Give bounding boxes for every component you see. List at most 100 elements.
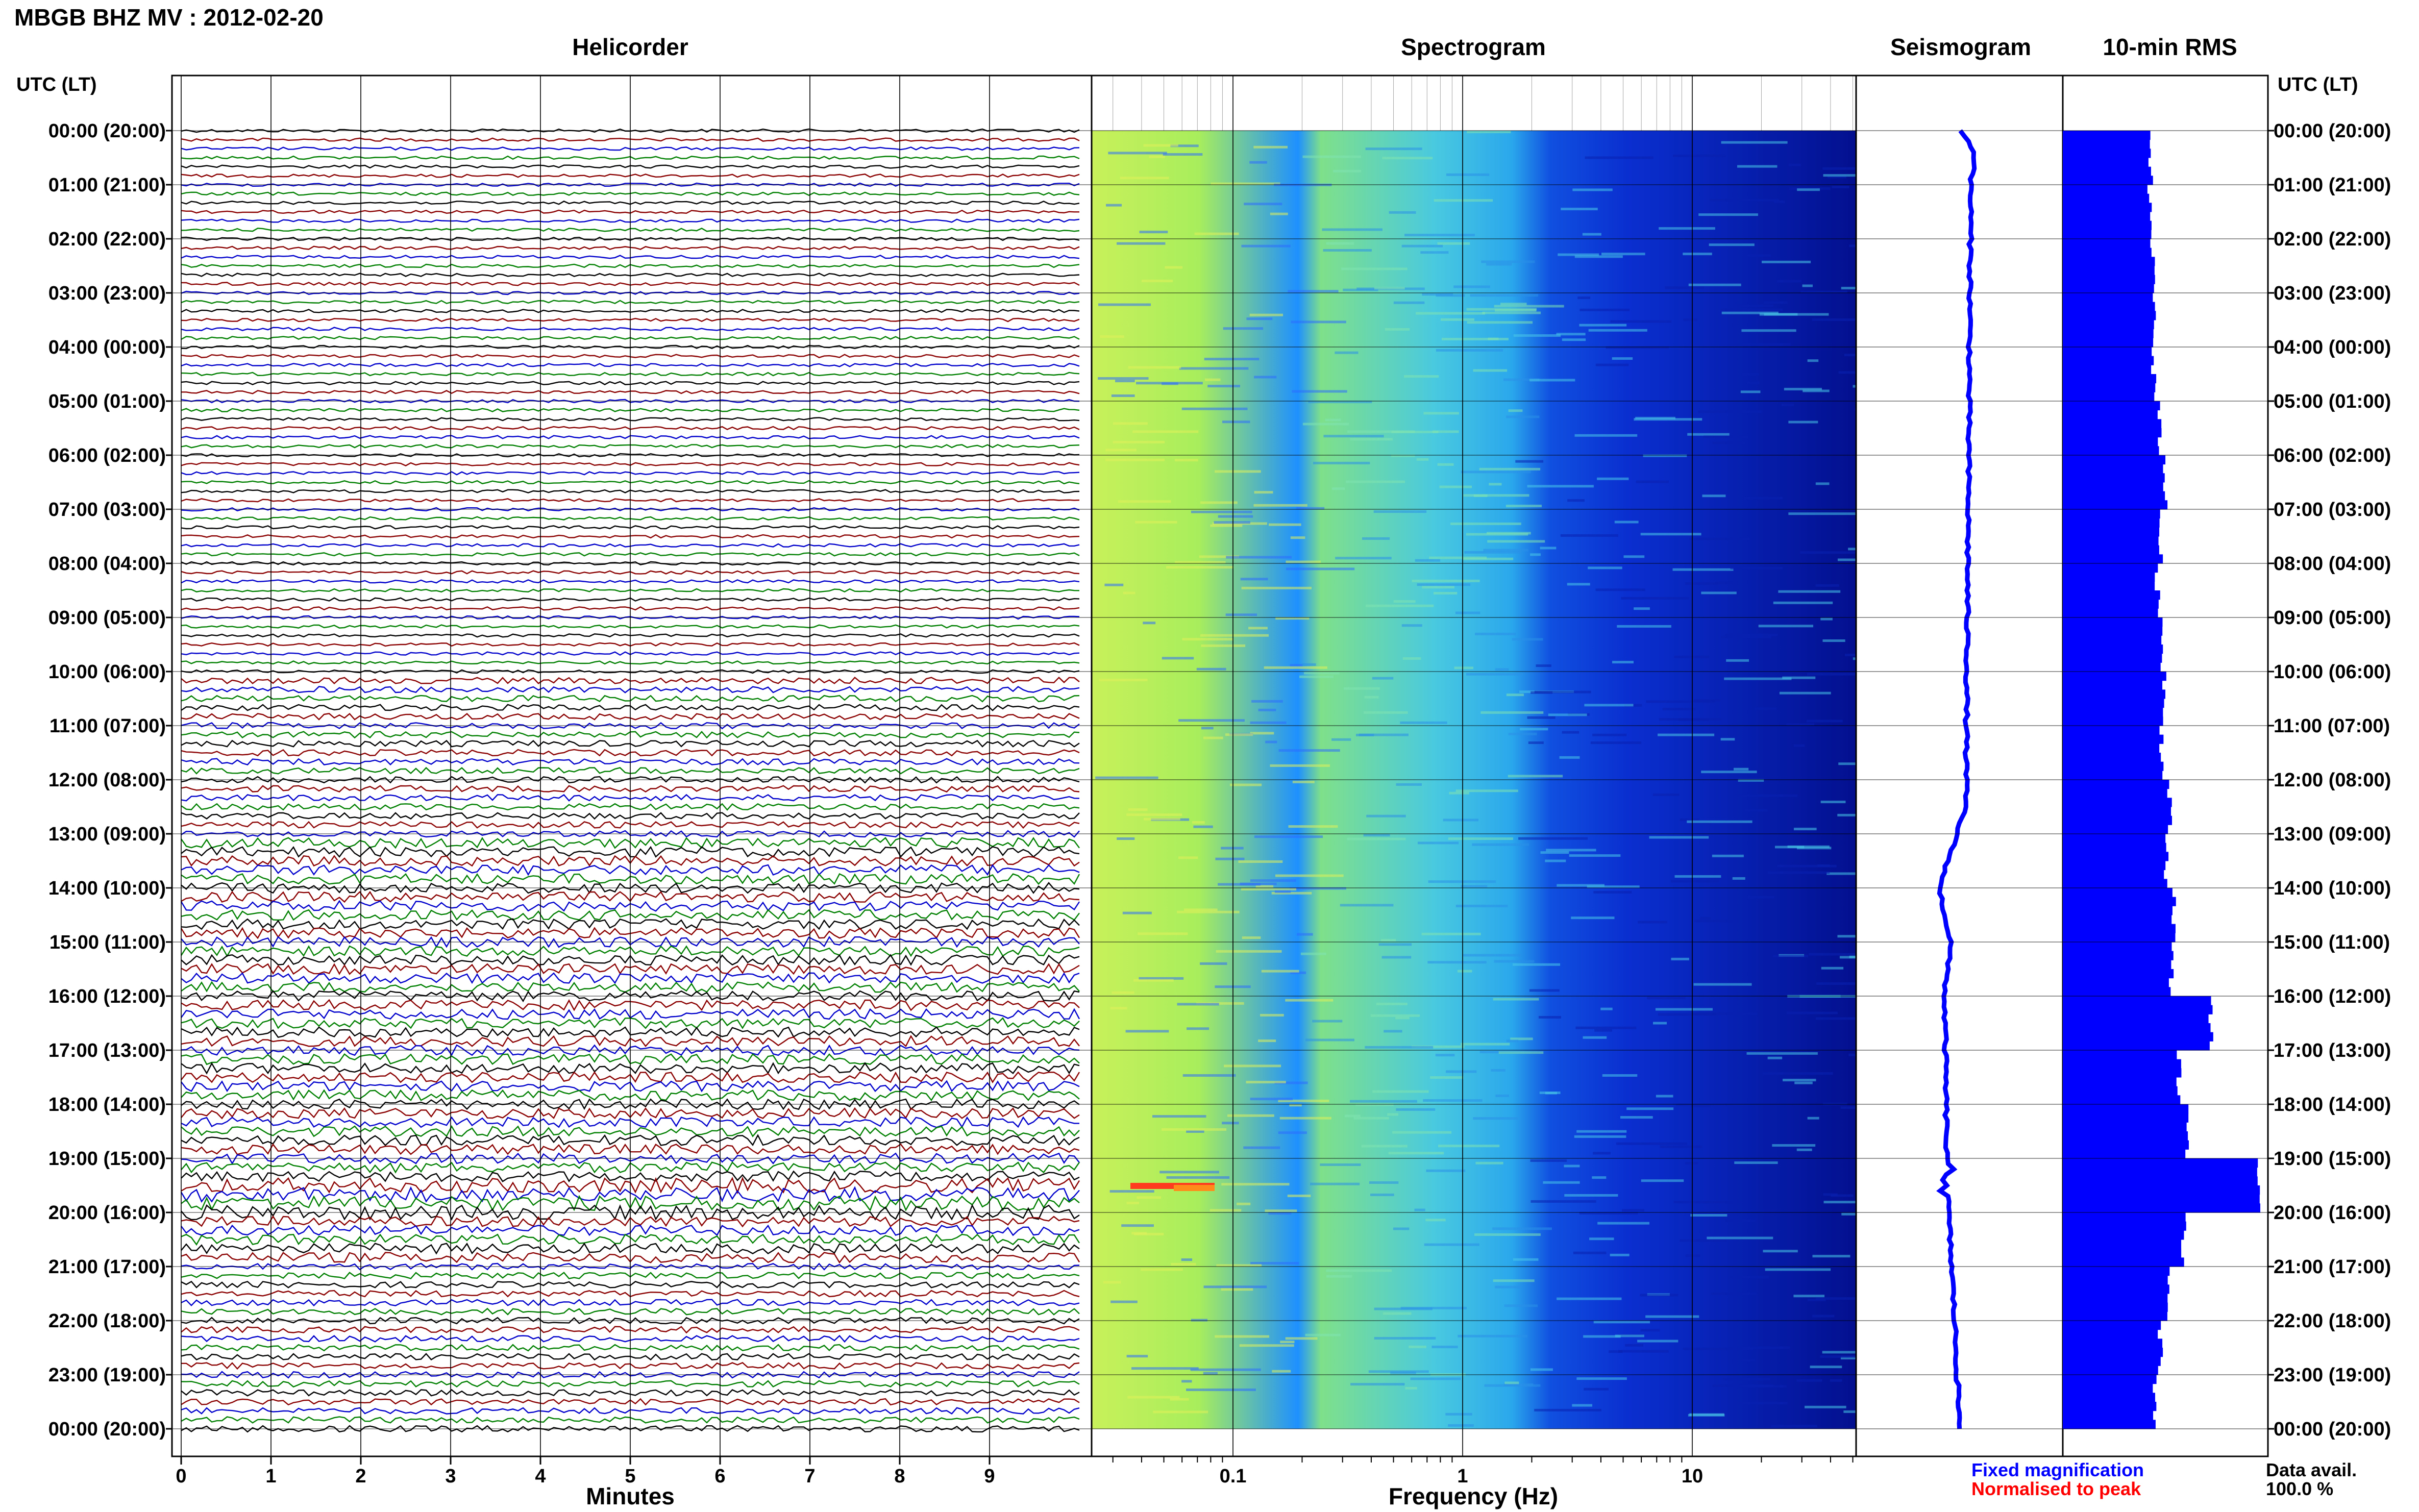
spectrogram-cell: [1411, 1045, 1465, 1048]
spectrogram-cell: [1670, 880, 1719, 883]
rms-bar: [2063, 753, 2161, 762]
rms-bar: [2063, 500, 2168, 510]
spectrogram-cell: [1637, 1340, 1679, 1343]
time-label: 05:00 (01:00): [48, 391, 166, 412]
rms-bar: [2063, 1104, 2189, 1114]
rms-bar: [2063, 1041, 2210, 1051]
spectrogram-cell: [1797, 847, 1832, 850]
spectrogram-cell: [1711, 1292, 1757, 1295]
spectrogram-cell: [1746, 1052, 1818, 1055]
spectrogram-cell: [1288, 290, 1339, 293]
spectrogram-cell: [1222, 420, 1250, 424]
spectrogram-cell: [1395, 1017, 1410, 1020]
spectrogram-cell: [1771, 1424, 1817, 1427]
spectrogram-cell: [1698, 213, 1758, 216]
time-label: 05:00 (01:00): [2274, 391, 2391, 412]
minute-tick-label: 5: [625, 1466, 635, 1487]
spectrogram-cell: [1450, 522, 1521, 525]
spectrogram-cell: [1690, 1213, 1727, 1217]
spectrogram-cell: [1583, 1036, 1607, 1039]
spectrogram-cell: [1576, 1377, 1627, 1380]
spectrogram-cell: [1393, 1227, 1410, 1230]
spectrogram-cell: [1098, 377, 1149, 380]
spectrogram-cell: [1341, 267, 1408, 270]
spectrogram-cell: [1400, 721, 1447, 724]
spectrogram-cell: [1412, 579, 1480, 582]
spectrogram-cell: [1271, 891, 1312, 895]
spectrogram-cell: [1455, 611, 1480, 614]
spectrogram-cell: [1421, 932, 1481, 935]
time-label: 00:00 (20:00): [48, 1419, 166, 1440]
spectrogram-cell: [1843, 1410, 1856, 1413]
spectrogram-cell: [1584, 1387, 1609, 1391]
spectrogram-cell: [1807, 720, 1843, 723]
rms-bar: [2063, 1212, 2186, 1222]
spectrogram-cell: [1763, 1072, 1833, 1075]
spectrogram-cell: [1177, 1003, 1219, 1006]
spectrogram-cell: [1786, 723, 1815, 726]
spectrogram-cell: [1105, 458, 1165, 461]
rms-bar: [2063, 1005, 2213, 1014]
spectrogram-cell: [1110, 1007, 1127, 1010]
spectrogram-cell: [1103, 1281, 1121, 1284]
spectrogram-cell: [1454, 666, 1473, 670]
spectrogram-cell: [1268, 1212, 1292, 1215]
spectrogram-cell: [1210, 1209, 1242, 1212]
spectrogram-cell: [1143, 622, 1156, 625]
rms-bar: [2063, 392, 2155, 402]
rms-bar: [2063, 960, 2171, 970]
spectrogram-cell: [1659, 718, 1722, 721]
spectrogram-cell: [1365, 1046, 1434, 1049]
spectrogram-cell: [1474, 1233, 1541, 1236]
spectrogram-cell: [1126, 1201, 1140, 1204]
spectrogram-cell: [1428, 880, 1496, 883]
rms-bar: [2063, 527, 2160, 537]
spectrogram-cell: [1480, 711, 1544, 714]
rms-bar: [2063, 230, 2152, 239]
rms-bar: [2063, 726, 2160, 735]
spectrogram-cell: [1291, 320, 1346, 324]
time-axis-label-right: UTC (LT): [2278, 74, 2358, 95]
spectrogram-cell: [1110, 1300, 1138, 1303]
spectrogram-cell: [1113, 422, 1148, 425]
spectrogram-cell: [1143, 144, 1178, 147]
spectrogram-cell: [1536, 664, 1551, 667]
spectrogram-cell: [1680, 1239, 1727, 1242]
spectrogram-cell: [1473, 1117, 1518, 1120]
spectrogram-cell: [1640, 1329, 1660, 1332]
spectrogram-cell: [1557, 1297, 1622, 1300]
spectrogram-cell: [1445, 1412, 1472, 1416]
spectrogram-cell: [1744, 497, 1783, 500]
spectrogram-cell: [1463, 954, 1522, 957]
spectrogram-cell: [1361, 1145, 1408, 1148]
rms-bars: [2063, 131, 2261, 1429]
spectrogram-cell: [1383, 1312, 1412, 1315]
spectrogram-cell: [1735, 304, 1774, 307]
spectrogram-cell: [1239, 1344, 1294, 1347]
spectrogram-cell: [1163, 153, 1203, 156]
spectrogram-cell: [1343, 288, 1378, 291]
spectrogram-cell: [1226, 556, 1292, 559]
rms-bar: [2063, 356, 2154, 365]
time-label: 11:00 (07:00): [50, 715, 166, 737]
spectrogram-cell: [1423, 1099, 1483, 1102]
spectrogram-cell: [1576, 1130, 1627, 1133]
spectrogram-cell: [1216, 950, 1282, 953]
frequency-tick-label: 1: [1457, 1466, 1468, 1487]
spectrogram-cell: [1558, 253, 1599, 256]
rms-bar: [2063, 689, 2165, 699]
seismogram-title: Seismogram: [1890, 34, 2031, 60]
time-label: 20:00 (16:00): [2274, 1202, 2391, 1224]
spectrogram-cell: [1275, 874, 1344, 877]
spectrogram-cell: [1248, 627, 1268, 630]
spectrogram-cell: [1446, 1070, 1477, 1073]
spectrogram-cell: [1424, 1243, 1479, 1246]
rms-bar: [2063, 1240, 2182, 1249]
spectrogram-cell: [1597, 1222, 1649, 1225]
rms-bar: [2063, 1230, 2184, 1240]
time-label: 07:00 (03:00): [48, 499, 166, 520]
time-label: 15:00 (11:00): [2274, 932, 2390, 953]
spectrogram-cell: [1574, 434, 1638, 437]
spectrogram-cell: [1822, 167, 1856, 170]
spectrogram-cell: [1461, 885, 1488, 888]
